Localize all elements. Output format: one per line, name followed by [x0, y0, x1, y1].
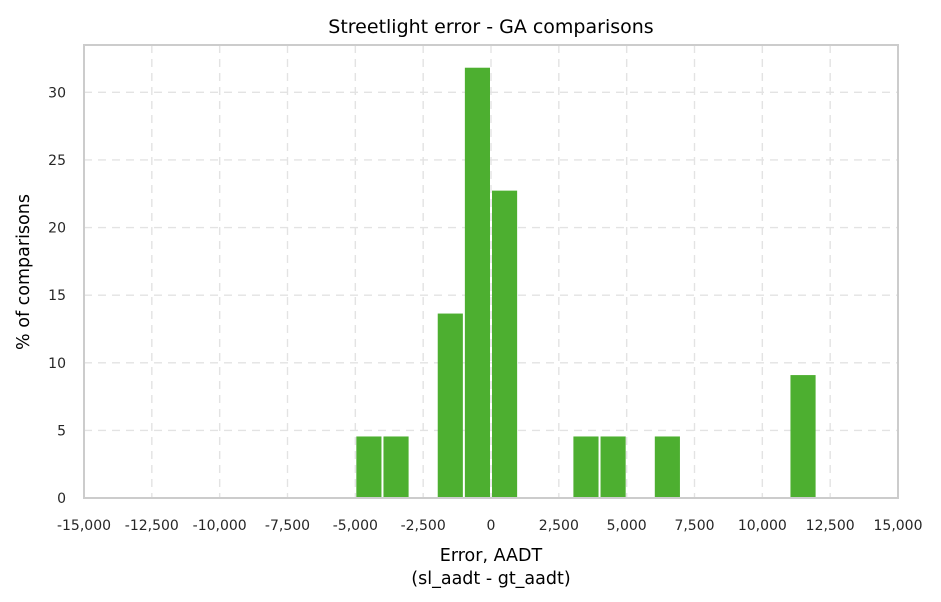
- histogram-bar: [464, 67, 490, 498]
- y-tick-label: 20: [48, 221, 66, 237]
- x-tick-label: 7,500: [674, 518, 714, 534]
- histogram-bars: [356, 67, 816, 499]
- histogram-bar: [437, 313, 463, 498]
- y-tick-label: 10: [48, 356, 66, 372]
- histogram-bar: [356, 436, 382, 498]
- y-tick-label: 0: [57, 491, 66, 507]
- histogram-bar: [383, 436, 409, 498]
- histogram-bar: [492, 190, 518, 499]
- x-axis-label-line2: (sl_aadt - gt_aadt): [411, 569, 570, 589]
- x-tick-label: 0: [487, 518, 496, 534]
- x-tick-label: -5,000: [333, 518, 378, 534]
- y-tick-label: 15: [48, 288, 66, 304]
- y-axis-label: % of comparisons: [14, 194, 34, 350]
- x-tick-label: -10,000: [193, 518, 247, 534]
- x-tick-labels: -15,000 -12,500 -10,000 -7,500 -5,000 -2,500 0…: [57, 518, 923, 534]
- x-tick-label: 5,000: [607, 518, 647, 534]
- x-tick-label: -12,500: [125, 518, 179, 534]
- x-tick-label: -15,000: [57, 518, 111, 534]
- grid-lines: [84, 45, 898, 498]
- plot-frame: [83, 44, 899, 499]
- x-axis-label-line1: Error, AADT: [440, 546, 543, 566]
- y-tick-label: 30: [48, 85, 66, 101]
- y-tick-label: 5: [57, 423, 66, 439]
- y-tick-label: 25: [48, 153, 66, 169]
- x-tick-label: 10,000: [738, 518, 787, 534]
- histogram-bar: [654, 436, 680, 498]
- histogram-bar: [790, 375, 816, 498]
- chart-title: Streetlight error - GA comparisons: [328, 16, 653, 38]
- y-tick-labels: 0 5 10 15 20 25 30: [48, 85, 66, 507]
- x-tick-label: -7,500: [265, 518, 310, 534]
- x-tick-label: -2,500: [401, 518, 446, 534]
- histogram-bar: [573, 436, 599, 498]
- x-tick-label: 12,500: [806, 518, 855, 534]
- x-tick-label: 15,000: [874, 518, 923, 534]
- histogram-bar: [600, 436, 626, 498]
- x-tick-label: 2,500: [539, 518, 579, 534]
